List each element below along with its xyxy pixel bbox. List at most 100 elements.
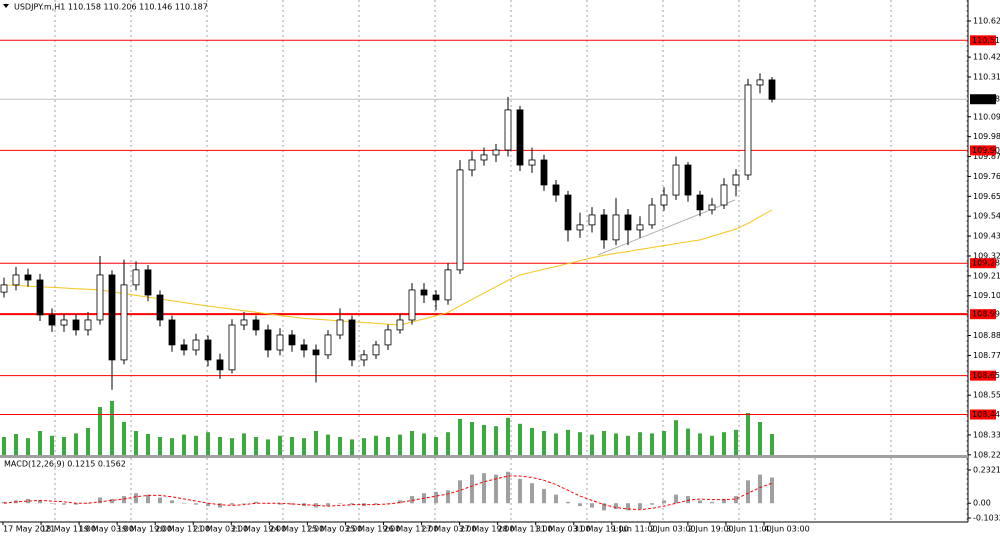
macd-bar	[590, 503, 594, 508]
volume-bar	[638, 432, 642, 455]
candle-body	[408, 289, 416, 321]
candle-body	[468, 159, 476, 171]
volume-bar	[710, 435, 714, 455]
y-tick-label: 109.430	[973, 232, 1000, 241]
volume-bar	[266, 439, 270, 455]
volume-bar	[146, 434, 150, 455]
macd-bar	[170, 500, 174, 504]
macd-bar	[326, 503, 330, 507]
macd-bar	[554, 494, 558, 504]
volume-bar	[494, 426, 498, 455]
candle-body	[336, 319, 344, 336]
y-tick-label: 110.620	[973, 16, 1000, 25]
macd-bar	[146, 494, 150, 504]
volume-bar	[74, 433, 78, 455]
macd-bar	[662, 500, 666, 504]
volume-bar	[326, 434, 330, 455]
macd-bar	[74, 503, 78, 505]
x-tick-label: 27 May 19:00	[460, 525, 515, 534]
volume-bar	[50, 435, 54, 455]
volume-bar	[518, 423, 522, 455]
y-tick-label: 109.100	[973, 291, 1000, 300]
level-label-bg	[970, 35, 996, 46]
volume-bar	[182, 434, 186, 455]
volume-bar	[350, 439, 354, 455]
candle-body	[432, 294, 440, 301]
volume-bar	[458, 419, 462, 455]
macd-tick-label: 0.00	[973, 499, 991, 508]
level-label: 108.998	[972, 310, 1000, 319]
candle-body	[528, 159, 536, 166]
y-tick-label: 108.770	[973, 351, 1000, 360]
macd-bar	[194, 503, 198, 505]
candle-body	[108, 274, 116, 361]
x-tick-label: 19 May 19:00	[117, 525, 172, 534]
volume-bar	[446, 432, 450, 455]
level-label: 109.904	[972, 146, 1000, 155]
candle-body	[324, 334, 332, 356]
x-tick-label: 3 Jun 11:00	[726, 525, 772, 534]
macd-bar	[458, 480, 462, 504]
volume-bar	[662, 431, 666, 455]
x-tick-label: 26 May 11:00	[384, 525, 439, 534]
volume-bar	[554, 433, 558, 455]
x-tick-label: 2 Jun 19:00	[688, 525, 734, 534]
candle-body	[48, 314, 56, 326]
volume-bar	[650, 433, 654, 455]
macd-bar	[686, 496, 690, 504]
volume-bar	[506, 417, 510, 455]
macd-bar	[722, 498, 726, 504]
candle-body	[768, 79, 776, 100]
macd-bar	[494, 474, 498, 504]
x-tick-label: 4 Jun 03:00	[764, 525, 810, 534]
volume-bar	[698, 433, 702, 455]
x-tick-label: 21 May 19:00	[231, 525, 286, 534]
macd-bar	[542, 488, 546, 504]
chart-title: USDJPY.m,H1 110.158 110.206 110.146 110.…	[14, 3, 208, 12]
x-tick-label: 17 May 2021	[3, 525, 55, 534]
y-tick-label: 109.320	[973, 251, 1000, 260]
candle-body	[564, 194, 572, 231]
y-tick-label: 109.760	[973, 172, 1000, 181]
x-tick-label: 19 May 03:00	[79, 525, 134, 534]
candle-body	[372, 344, 380, 356]
candle-body	[144, 269, 152, 296]
volume-bar	[86, 428, 90, 455]
y-tick-label: 110.310	[973, 73, 1000, 82]
macd-bar	[314, 503, 318, 508]
level-label: 109.280	[972, 259, 1000, 268]
moving-average	[3, 209, 773, 326]
volume-bar	[434, 437, 438, 455]
volume-bar	[62, 437, 66, 455]
candle-body	[504, 109, 512, 151]
macd-bar	[710, 501, 714, 504]
candle-body	[300, 344, 308, 351]
candle-body	[456, 169, 464, 271]
level-label-bg	[970, 258, 996, 269]
volume-bar	[542, 431, 546, 455]
volume-bar	[374, 435, 378, 455]
volume-bar	[206, 432, 210, 455]
candle-body	[24, 274, 32, 281]
y-tick-label: 110.090	[973, 112, 1000, 121]
volume-bar	[398, 434, 402, 455]
macd-bar	[614, 503, 618, 509]
candle-body	[444, 269, 452, 301]
candle-body	[684, 164, 692, 196]
volume-bar	[422, 433, 426, 455]
macd-bar	[26, 498, 30, 504]
volume-bar	[686, 428, 690, 455]
level-label: 108.658	[972, 371, 1000, 380]
candle-body	[228, 324, 236, 371]
macd-tick-label: 0.2321	[973, 466, 1000, 475]
candle-body	[588, 214, 596, 226]
volume-bar	[194, 435, 198, 455]
macd-bar	[50, 503, 54, 504]
macd-bar	[626, 503, 630, 511]
candle-body	[732, 174, 740, 186]
volume-bar	[578, 432, 582, 455]
x-tick-label: 31 May 19:00	[574, 525, 629, 534]
volume-bar	[254, 437, 258, 455]
candle-body	[552, 184, 560, 196]
candle-body	[384, 329, 392, 346]
